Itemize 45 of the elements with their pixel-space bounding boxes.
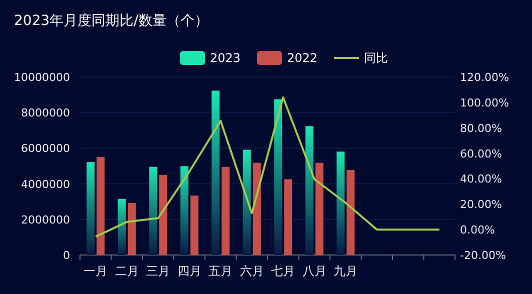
- bar: [222, 166, 230, 255]
- chart-title: 2023年月度同期比/数量（个）: [14, 13, 208, 29]
- legend-label: 2023: [210, 51, 241, 65]
- x-tick-label: 二月: [114, 264, 139, 278]
- y-tick-label: 2000000: [21, 213, 70, 226]
- bar: [149, 166, 158, 255]
- y-tick-label: 0: [63, 249, 70, 262]
- bar: [252, 162, 261, 255]
- x-tick-label: 三月: [146, 264, 170, 278]
- bar: [190, 196, 198, 255]
- x-tick-label: 七月: [271, 264, 296, 278]
- x-tick-label: 五月: [208, 264, 233, 278]
- legend-label: 2022: [287, 51, 318, 65]
- y2-tick-label: 0.00%: [460, 224, 495, 237]
- bar: [86, 162, 95, 255]
- legend-label: 同比: [364, 51, 388, 65]
- bar: [274, 99, 282, 255]
- bar: [284, 179, 292, 255]
- y-tick-label: 6000000: [21, 142, 70, 156]
- bar: [159, 174, 168, 255]
- y2-tick-label: -20.00%: [460, 249, 506, 262]
- y2-tick-label: 60.00%: [460, 147, 502, 160]
- bar: [128, 202, 136, 255]
- y2-tick-label: 120.00%: [460, 71, 509, 84]
- bar: [346, 170, 355, 255]
- y-tick-label: 4000000: [21, 178, 70, 191]
- x-tick-label: 九月: [334, 264, 358, 278]
- bar: [315, 162, 324, 255]
- y2-tick-label: 20.00%: [460, 198, 502, 212]
- x-tick-label: 六月: [240, 264, 264, 278]
- bar: [96, 157, 105, 255]
- y-tick-label: 10000000: [14, 71, 70, 84]
- x-tick-label: 八月: [302, 264, 326, 278]
- bar: [180, 166, 188, 255]
- y2-tick-label: 100.00%: [460, 96, 509, 110]
- x-tick-label: 一月: [84, 264, 108, 278]
- bar: [305, 126, 314, 255]
- y2-tick-label: 80.00%: [460, 122, 502, 135]
- bar: [212, 90, 220, 255]
- bar: [336, 152, 345, 255]
- x-tick-label: 四月: [177, 264, 202, 278]
- y-tick-label: 8000000: [21, 106, 70, 120]
- bar: [118, 198, 126, 255]
- bar: [242, 150, 251, 255]
- y2-tick-label: 40.00%: [460, 172, 502, 186]
